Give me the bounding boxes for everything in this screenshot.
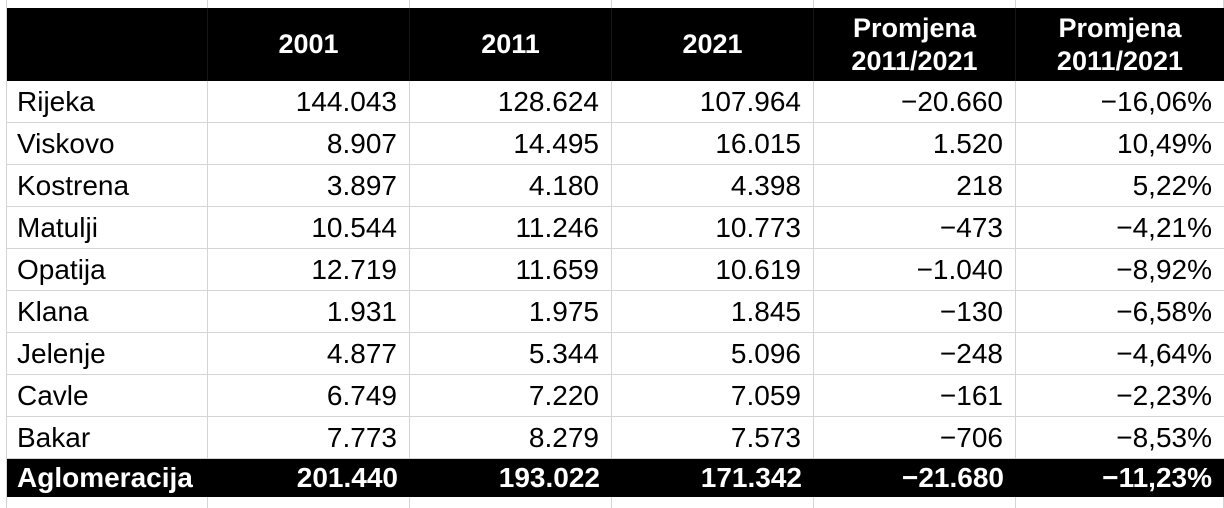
row-name-cell[interactable]: Cavle — [7, 375, 208, 416]
value-cell[interactable]: −20.660 — [814, 81, 1016, 122]
total-name-cell[interactable]: Aglomeracija — [17, 462, 193, 493]
table-row-rijeka: Rijeka 144.043 128.624 107.964 −20.660 −16,06… — [7, 81, 1224, 123]
row-name-cell[interactable]: Viskovo — [7, 123, 208, 164]
table-row-jelenje: Jelenje 4.877 5.344 5.096 −248 −4,64% — [7, 333, 1224, 375]
row-name-cell[interactable]: Matulji — [7, 207, 208, 248]
header-cell-2001-1[interactable]: 2001 — [208, 8, 410, 81]
sliver-cell-1[interactable] — [208, 497, 410, 508]
value-cell[interactable]: 7.773 — [208, 417, 410, 458]
row-name-cell[interactable]: Klana — [7, 291, 208, 332]
top-neighbor-cells-strip — [7, 0, 1224, 8]
value-cell[interactable]: 10.544 — [208, 207, 410, 248]
value-cell[interactable]: 7.220 — [410, 375, 612, 416]
value-cell[interactable]: −161 — [814, 375, 1016, 416]
sliver-cell-5[interactable] — [1016, 497, 1224, 508]
value-cell[interactable]: 7.059 — [612, 375, 814, 416]
value-cell[interactable]: 12.719 — [208, 249, 410, 290]
value-cell[interactable]: 5.344 — [410, 333, 612, 374]
value-cell[interactable]: 4.180 — [410, 165, 612, 206]
table-body: Rijeka 144.043 128.624 107.964 −20.660 −16,06… — [7, 81, 1224, 459]
value-cell[interactable]: 11.659 — [410, 249, 612, 290]
value-cell[interactable]: −8,53% — [1116, 421, 1212, 453]
table-header-row: 2001 2011 2021 Promjena 2011/2021 Promjena 2… — [7, 8, 1224, 81]
value-cell[interactable]: −16,06% — [1100, 85, 1212, 117]
value-cell[interactable]: −248 — [814, 333, 1016, 374]
row-name-cell[interactable]: Bakar — [7, 417, 208, 458]
bottom-neighbor-cells-strip — [7, 497, 1224, 508]
header-cell-promjena-2011-2021-5[interactable]: Promjena 2011/2021 — [1056, 12, 1184, 76]
value-cell[interactable]: 14.495 — [410, 123, 612, 164]
value-cell[interactable]: −8,92% — [1116, 253, 1212, 285]
sliver-cell-4[interactable] — [814, 0, 1016, 8]
header-cell-blank[interactable] — [7, 8, 208, 81]
sliver-cell-0[interactable] — [7, 0, 208, 8]
value-cell[interactable]: −1.040 — [814, 249, 1016, 290]
table-row-bakar: Bakar 7.773 8.279 7.573 −706 −8,53% — [7, 417, 1224, 459]
row-name-cell[interactable]: Rijeka — [7, 81, 208, 122]
value-cell[interactable]: 8.907 — [208, 123, 410, 164]
value-cell[interactable]: 218 — [814, 165, 1016, 206]
value-cell[interactable]: 6.749 — [208, 375, 410, 416]
value-cell[interactable]: −4,21% — [1116, 211, 1212, 243]
value-cell[interactable]: 11.246 — [410, 207, 612, 248]
table-row-cavle: Cavle 6.749 7.220 7.059 −161 −2,23% — [7, 375, 1224, 417]
header-cell-2011-2[interactable]: 2011 — [410, 8, 612, 81]
total-value-cell[interactable]: −11,23% — [1102, 462, 1212, 493]
value-cell[interactable]: 7.573 — [612, 417, 814, 458]
value-cell[interactable]: −4,64% — [1116, 337, 1212, 369]
value-cell[interactable]: 144.043 — [208, 81, 410, 122]
value-cell[interactable]: −130 — [814, 291, 1016, 332]
sliver-cell-0[interactable] — [7, 497, 208, 508]
total-value-cell[interactable]: 201.440 — [296, 462, 398, 493]
table-row-klana: Klana 1.931 1.975 1.845 −130 −6,58% — [7, 291, 1224, 333]
table-row-kostrena: Kostrena 3.897 4.180 4.398 218 5,22% — [7, 165, 1224, 207]
row-name-cell[interactable]: Kostrena — [7, 165, 208, 206]
total-value-cell[interactable]: 171.342 — [700, 462, 802, 493]
value-cell[interactable]: −2,23% — [1116, 379, 1212, 411]
sliver-cell-3[interactable] — [612, 497, 814, 508]
value-cell[interactable]: 5.096 — [612, 333, 814, 374]
sliver-cell-5[interactable] — [1016, 0, 1224, 8]
sliver-cell-2[interactable] — [410, 0, 612, 8]
value-cell[interactable]: 107.964 — [612, 81, 814, 122]
value-cell[interactable]: 1.520 — [814, 123, 1016, 164]
row-name-cell[interactable]: Opatija — [7, 249, 208, 290]
value-cell[interactable]: 3.897 — [208, 165, 410, 206]
value-cell[interactable]: 8.279 — [410, 417, 612, 458]
header-cell-promjena-2011-2021-4[interactable]: Promjena 2011/2021 — [814, 8, 1016, 81]
total-value-cell[interactable]: −21.680 — [902, 462, 1004, 493]
table-row-matulji: Matulji 10.544 11.246 10.773 −473 −4,21% — [7, 207, 1224, 249]
value-cell[interactable]: 10.773 — [612, 207, 814, 248]
table-row-viskovo: Viskovo 8.907 14.495 16.015 1.520 10,49% — [7, 123, 1224, 165]
value-cell[interactable]: −706 — [814, 417, 1016, 458]
table-total-row: Aglomeracija 201.440 193.022 171.342 −21.680… — [7, 459, 1224, 497]
value-cell[interactable]: 4.877 — [208, 333, 410, 374]
value-cell[interactable]: 1.845 — [612, 291, 814, 332]
sliver-cell-3[interactable] — [612, 0, 814, 8]
value-cell[interactable]: 16.015 — [612, 123, 814, 164]
value-cell[interactable]: 5,22% — [1132, 169, 1212, 201]
value-cell[interactable]: −473 — [814, 207, 1016, 248]
value-cell[interactable]: 128.624 — [410, 81, 612, 122]
sliver-cell-2[interactable] — [410, 497, 612, 508]
value-cell[interactable]: −6,58% — [1116, 295, 1212, 327]
sliver-cell-4[interactable] — [814, 497, 1016, 508]
row-name-cell[interactable]: Jelenje — [7, 333, 208, 374]
sliver-cell-1[interactable] — [208, 0, 410, 8]
value-cell[interactable]: 4.398 — [612, 165, 814, 206]
population-table: 2001 2011 2021 Promjena 2011/2021 Promjena 2… — [7, 0, 1224, 508]
total-value-cell[interactable]: 193.022 — [498, 462, 600, 493]
value-cell[interactable]: 10.619 — [612, 249, 814, 290]
table-row-opatija: Opatija 12.719 11.659 10.619 −1.040 −8,92% — [7, 249, 1224, 291]
left-gutter — [0, 0, 7, 508]
header-cell-2021-3[interactable]: 2021 — [612, 8, 814, 81]
value-cell[interactable]: 10,49% — [1117, 127, 1212, 159]
value-cell[interactable]: 1.975 — [410, 291, 612, 332]
value-cell[interactable]: 1.931 — [208, 291, 410, 332]
